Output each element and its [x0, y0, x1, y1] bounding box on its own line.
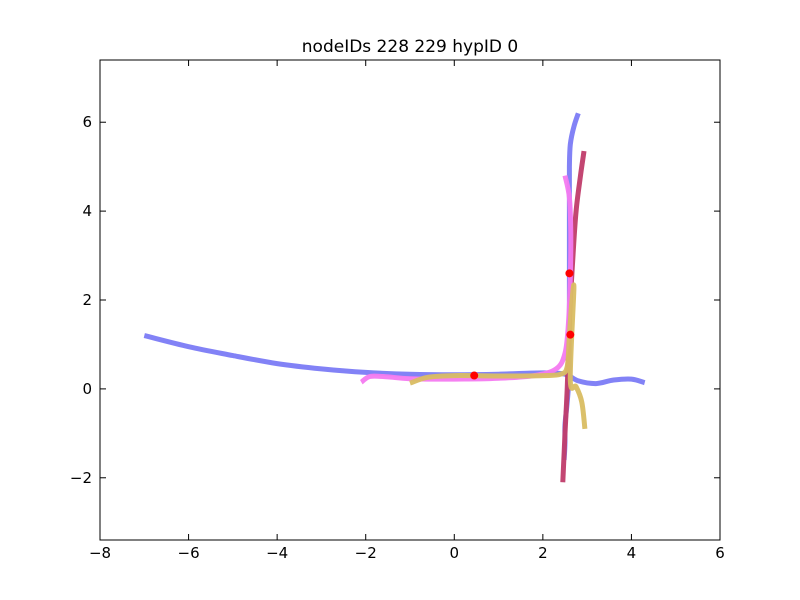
tick-label: −8	[89, 544, 111, 562]
tick-label: 2	[82, 291, 92, 309]
red-point	[566, 330, 575, 339]
tick-label: −6	[178, 544, 200, 562]
series-line-gold-curve	[409, 282, 588, 430]
tick-label: −2	[70, 469, 92, 487]
tick-label: −2	[355, 544, 377, 562]
tick-label: 4	[627, 544, 637, 562]
tick-label: −4	[266, 544, 288, 562]
tick-label: 4	[82, 202, 92, 220]
tick-label: 6	[715, 544, 725, 562]
chart-title: nodeIDs 228 229 hypID 0	[302, 37, 518, 57]
tick-label: 0	[450, 544, 460, 562]
tick-label: 0	[82, 380, 92, 398]
series-line-magenta-curve	[359, 175, 574, 385]
red-point	[565, 269, 574, 278]
tick-label: 6	[82, 113, 92, 131]
axes-frame	[99, 59, 721, 541]
red-point	[470, 371, 479, 380]
axis-ticks: −8 −6 −4 −2 0 2 4 6 −2 0 2 4 6	[70, 60, 725, 562]
tick-label: 2	[538, 544, 548, 562]
plot-area	[143, 112, 646, 483]
